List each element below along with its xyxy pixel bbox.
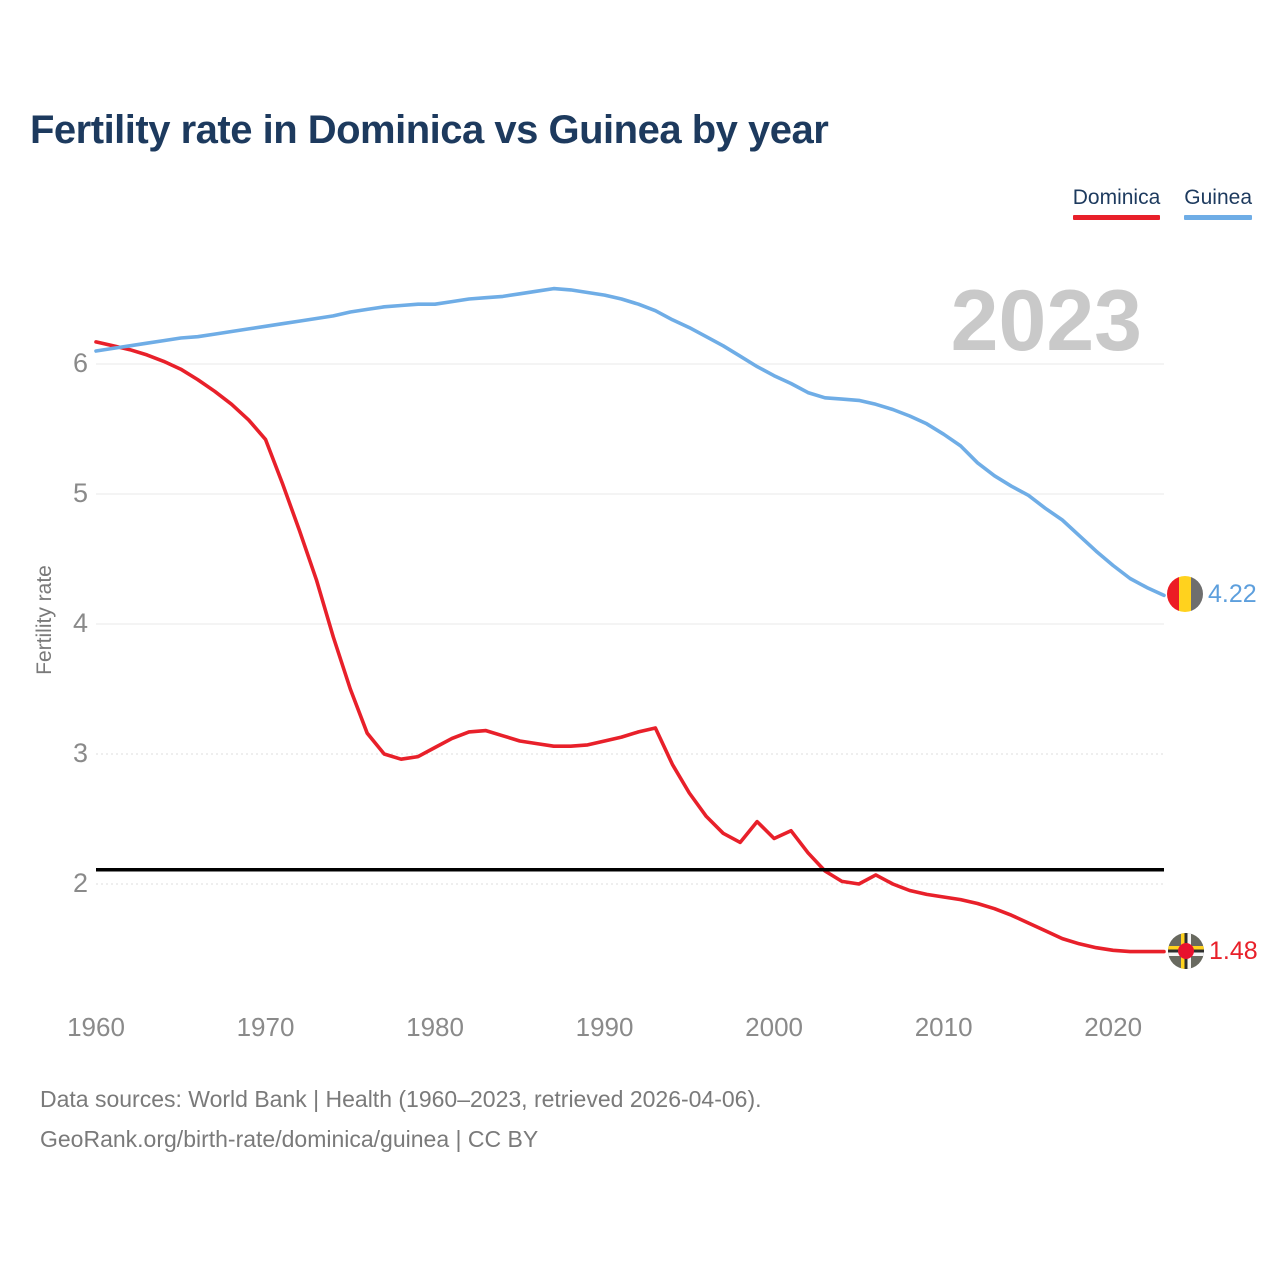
x-tick-label: 1980 — [406, 1012, 464, 1042]
y-tick-label: 6 — [72, 348, 88, 378]
data-source-note: Data sources: World Bank | Health (1960–… — [40, 1086, 762, 1112]
dominica-flag-icon — [1168, 933, 1204, 969]
guinea-line — [94, 286, 1166, 598]
legend-color-bar — [1072, 215, 1161, 220]
legend: Dominica Guinea — [1072, 186, 1252, 220]
attribution-note: GeoRank.org/birth-rate/dominica/guinea |… — [40, 1126, 539, 1152]
guinea-end-value: 4.22 — [1208, 580, 1257, 608]
y-axis-label: Fertility rate — [33, 565, 56, 675]
x-tick-label: 2010 — [914, 1012, 973, 1042]
y-tick-label: 5 — [72, 478, 88, 508]
x-tick-label: 2020 — [1084, 1012, 1143, 1042]
legend-color-bar — [1184, 215, 1252, 220]
dominica-end-value: 1.48 — [1209, 937, 1258, 965]
x-tick-label: 2000 — [745, 1012, 804, 1042]
y-tick-label: 3 — [72, 738, 88, 768]
y-tick-label: 4 — [72, 608, 88, 638]
legend-item-dominica[interactable]: Dominica — [1072, 186, 1161, 220]
legend-label: Dominica — [1072, 186, 1161, 209]
x-tick-label: 1970 — [236, 1012, 295, 1042]
year-watermark: 2023 — [950, 273, 1142, 369]
guinea-flag-icon — [1167, 576, 1203, 612]
page-title: Fertility rate in Dominica vs Guinea by … — [30, 108, 829, 152]
y-tick-label: 2 — [72, 868, 88, 898]
x-tick-label: 1960 — [67, 1012, 125, 1042]
x-tick-label: 1990 — [575, 1012, 634, 1042]
legend-label: Guinea — [1184, 186, 1252, 209]
dominica-line — [94, 340, 1166, 954]
legend-item-guinea[interactable]: Guinea — [1184, 186, 1252, 220]
